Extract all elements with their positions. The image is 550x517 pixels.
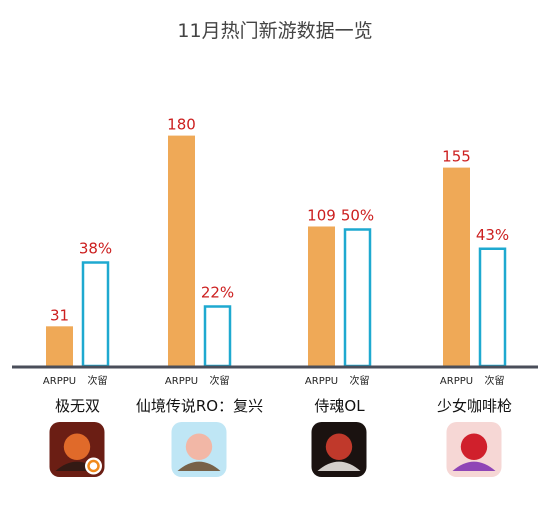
arppu-bar [46, 326, 73, 366]
icon-figure [63, 433, 91, 460]
retention-value-label: 50% [341, 207, 374, 225]
tick-label-arppu: ARPPU [165, 376, 198, 387]
game-name-label: 仙境传说RO：复兴 [136, 397, 263, 415]
arppu-bar [443, 167, 470, 366]
arppu-value-label: 31 [50, 306, 69, 324]
retention-bar [478, 247, 507, 368]
retention-bar [203, 305, 232, 368]
tick-label-retention: 次留 [88, 374, 108, 387]
game-names: 极无双 仙境传说RO：复兴 侍魂OL 少女咖啡枪 [55, 397, 512, 415]
chart-title: 11月热门新游数据一览 [177, 20, 372, 42]
icon-figure [185, 433, 213, 460]
arppu-bar [168, 135, 195, 366]
icon-detail [452, 461, 496, 471]
game-name-label: 少女咖啡枪 [437, 397, 512, 415]
bars-layer: 31 38% 180 22% 109 50% 155 43% [46, 116, 509, 368]
retention-bar [81, 261, 110, 368]
icon-detail [177, 461, 221, 471]
tick-label-retention: 次留 [485, 374, 505, 387]
arppu-value-label: 155 [442, 148, 471, 166]
badge-ring-icon [87, 459, 100, 473]
retention-value-label: 22% [201, 284, 234, 302]
icon-figure [460, 433, 488, 460]
icon-figure [325, 433, 353, 460]
tick-labels: ARPPU 次留 ARPPU 次留 ARPPU 次留 ARPPU 次留 [43, 374, 505, 387]
icon-detail [317, 461, 361, 471]
tick-label-arppu: ARPPU [305, 376, 338, 387]
arppu-bar [308, 226, 335, 366]
arppu-value-label: 109 [307, 206, 336, 224]
ro-revival-game-icon [171, 422, 227, 477]
tick-label-retention: 次留 [350, 374, 370, 387]
retention-value-label: 38% [79, 240, 112, 258]
jiwushuang-game-icon [49, 422, 105, 477]
game-name-label: 极无双 [55, 397, 100, 415]
tick-label-retention: 次留 [210, 374, 230, 387]
retention-bar [343, 228, 372, 368]
samurai-spirits-game-icon [311, 422, 367, 477]
arppu-value-label: 180 [167, 116, 196, 134]
girls-cafe-gun-game-icon [446, 422, 502, 477]
game-name-label: 侍魂OL [314, 397, 365, 415]
game-icons [49, 422, 502, 477]
retention-value-label: 43% [476, 226, 509, 244]
tick-label-arppu: ARPPU [43, 376, 76, 387]
tick-label-arppu: ARPPU [440, 376, 473, 387]
